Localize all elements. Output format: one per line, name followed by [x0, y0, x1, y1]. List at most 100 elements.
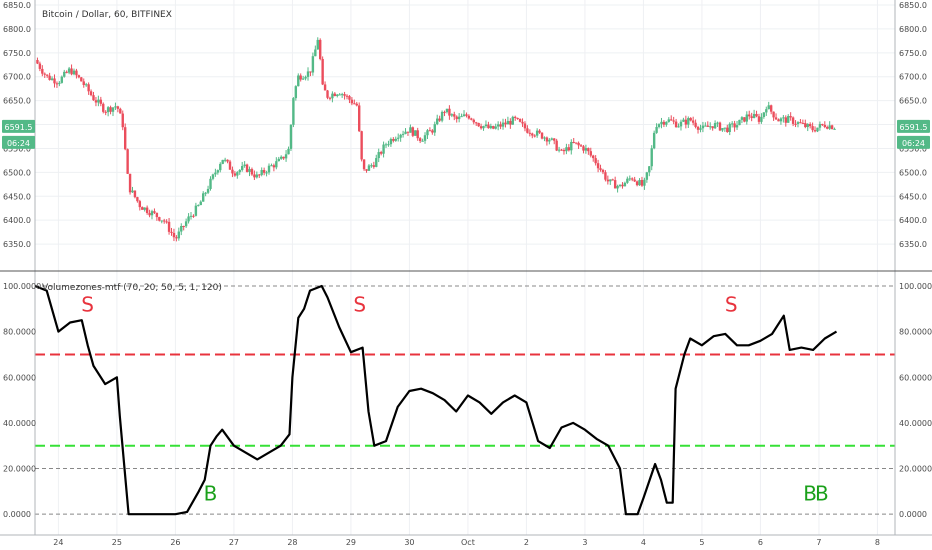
candle-body: [36, 59, 39, 64]
candle-body: [272, 165, 276, 168]
candle-body: [652, 132, 656, 149]
candle-body: [572, 141, 575, 143]
candle-body: [421, 140, 424, 142]
candle-body: [699, 128, 702, 130]
candle-body: [713, 123, 717, 129]
price-y-tick-left: 6850.0: [3, 1, 31, 10]
candle-body: [501, 122, 505, 127]
candle-body: [209, 178, 212, 189]
candle-body: [706, 125, 709, 127]
candle-body: [314, 49, 317, 57]
candle-body: [155, 212, 159, 218]
candle-body: [41, 68, 44, 74]
candle-body: [760, 117, 763, 122]
candle-body: [199, 201, 202, 206]
candle-body: [131, 190, 134, 193]
candle-body: [299, 75, 302, 80]
x-tick-label: 29: [346, 538, 356, 547]
candle-body: [143, 207, 146, 210]
candle-body: [133, 190, 137, 198]
x-tick-label: 30: [404, 538, 414, 547]
candle-body: [150, 211, 154, 216]
candle-body: [233, 173, 237, 176]
candle-body: [362, 159, 366, 170]
indicator-title: Volumezones-mtf (70, 20, 50, 5, 1, 120): [42, 283, 222, 293]
candle-body: [70, 68, 73, 75]
candle-body: [284, 154, 288, 159]
candle-body: [277, 158, 280, 162]
candle-body: [406, 131, 410, 133]
candle-body: [621, 184, 624, 187]
candle-body: [518, 118, 522, 122]
candle-body: [63, 71, 66, 77]
candle-body: [821, 124, 824, 126]
candle-body: [601, 169, 605, 173]
candle-body: [587, 148, 590, 152]
indicator-y-tick-left: 40.0000: [3, 419, 36, 428]
candle-body: [521, 121, 524, 124]
price-y-tick-right: 6550.0: [899, 144, 927, 153]
candle-body: [567, 147, 571, 151]
candle-body: [55, 83, 59, 85]
candle-body: [350, 99, 354, 104]
candle-body: [240, 166, 244, 171]
candle-body: [294, 86, 298, 99]
candle-body: [436, 118, 439, 125]
candle-body: [462, 114, 466, 117]
candle-body: [509, 120, 512, 125]
x-tick-label: 26: [170, 538, 180, 547]
candle-body: [304, 76, 307, 79]
candle-body: [336, 94, 339, 97]
candle-body: [399, 134, 402, 138]
price-y-tick-right: 6750.0: [899, 49, 927, 58]
candle-body: [645, 172, 649, 180]
candle-body: [799, 122, 802, 124]
price-candles: [36, 37, 836, 242]
candle-body: [301, 78, 305, 80]
candle-body: [540, 132, 544, 139]
price-y-tick-left: 6700.0: [3, 73, 31, 82]
candle-body: [777, 119, 780, 122]
candle-body: [367, 165, 371, 171]
candle-body: [358, 105, 361, 132]
candle-body: [401, 133, 405, 135]
candle-body: [626, 178, 629, 183]
candle-body: [114, 106, 117, 108]
candle-body: [172, 232, 176, 238]
candle-body: [43, 73, 46, 75]
candle-body: [640, 179, 644, 186]
candle-body: [92, 95, 95, 101]
candle-body: [808, 124, 812, 127]
candle-body: [535, 130, 539, 136]
candle-body: [704, 125, 707, 127]
candle-body: [538, 130, 541, 133]
candle-body: [343, 94, 346, 96]
candle-body: [516, 117, 519, 119]
candle-body: [160, 220, 163, 222]
price-y-tick-right: 6650.0: [899, 97, 927, 106]
candle-body: [250, 169, 254, 175]
candle-body: [306, 71, 310, 77]
candle-body: [453, 114, 456, 117]
candle-body: [472, 119, 475, 123]
candle-body: [755, 113, 758, 117]
indicator-y-tick-right: 0.0000: [899, 510, 927, 519]
candle-body: [262, 170, 266, 173]
price-y-tick-left: 6550.0: [3, 144, 31, 153]
candle-body: [248, 169, 251, 172]
price-badge-left-bg: [2, 119, 35, 133]
candle-body: [167, 221, 171, 232]
candle-body: [138, 201, 142, 208]
candle-body: [170, 231, 173, 233]
candle-body: [384, 144, 388, 146]
sell-signal: S: [353, 292, 366, 316]
candle-body: [370, 165, 373, 167]
candle-body: [743, 117, 746, 122]
price-badge-right: 6591.5: [900, 123, 928, 132]
price-y-tick-right: 6850.0: [899, 1, 927, 10]
candle-body: [379, 152, 383, 154]
candle-body: [319, 39, 322, 59]
candle-body: [550, 138, 553, 140]
candle-body: [789, 116, 792, 118]
candle-body: [121, 113, 124, 128]
